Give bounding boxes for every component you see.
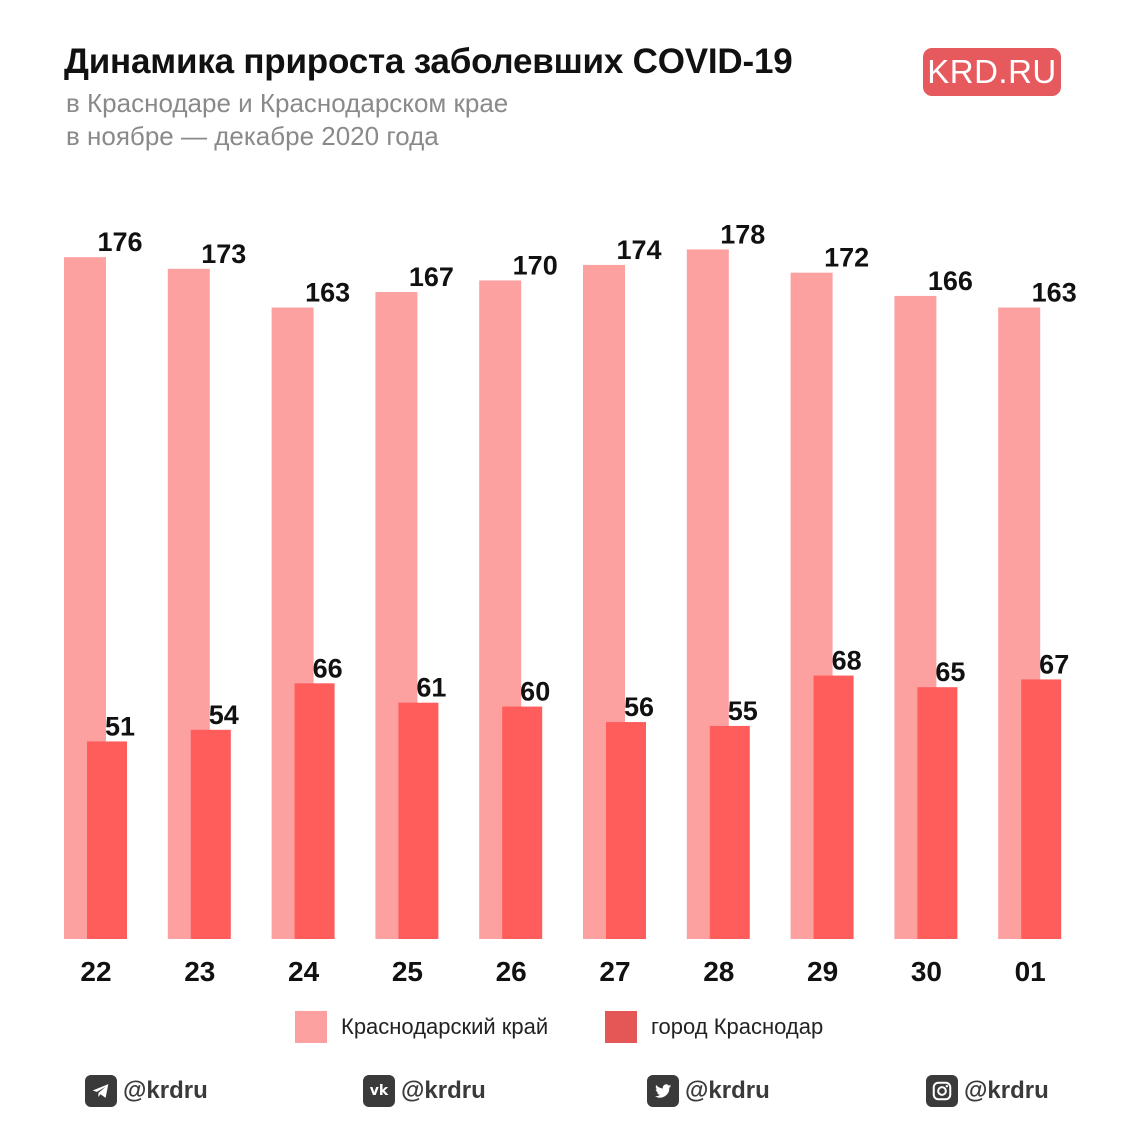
bar-city (813, 675, 854, 939)
legend-swatch-region (295, 1011, 327, 1043)
chart-subtitle-line2: в ноябре — декабре 2020 года (66, 121, 439, 151)
legend-label-region: Краснодарский край (341, 1014, 549, 1039)
x-tick-label: 23 (184, 956, 215, 987)
x-tick-label: 24 (288, 956, 320, 987)
legend-item-city: город Краснодар (605, 1011, 823, 1043)
social-twitter[interactable]: @krdru (647, 1075, 770, 1107)
data-label-region: 172 (824, 243, 869, 273)
chart-title: Динамика прироста заболевших COVID-19 (64, 42, 793, 81)
vk-icon: vk (363, 1075, 395, 1107)
data-label-city: 65 (935, 657, 965, 687)
bar-city (190, 729, 231, 939)
social-instagram[interactable]: @krdru (926, 1075, 1049, 1107)
x-tick-label: 01 (1015, 956, 1046, 987)
data-label-city: 67 (1039, 649, 1069, 679)
data-label-region: 173 (201, 239, 246, 269)
data-label-region: 178 (720, 219, 765, 249)
data-label-region: 163 (305, 278, 350, 308)
bar-city (709, 725, 750, 939)
x-tick-label: 30 (911, 956, 942, 987)
data-label-region: 170 (513, 250, 558, 280)
legend-item-region: Краснодарский край (295, 1011, 548, 1043)
x-tick-label: 29 (807, 956, 838, 987)
bar-chart: 176 51 22 173 54 23 163 66 24 167 61 25 170 60 26 174 56… (64, 219, 1077, 987)
data-label-city: 68 (832, 646, 862, 676)
legend-label-city: город Краснодар (651, 1014, 824, 1039)
social-telegram[interactable]: @krdru (85, 1075, 208, 1107)
data-label-city: 61 (416, 673, 446, 703)
social-vk[interactable]: vk @krdru (363, 1075, 486, 1107)
krd-logo[interactable]: KRD.RU (923, 48, 1061, 96)
bar-city (294, 683, 335, 939)
data-label-city: 60 (520, 677, 550, 707)
legend-swatch-city (605, 1011, 637, 1043)
bar-city (1021, 679, 1062, 939)
x-tick-label: 26 (496, 956, 527, 987)
data-label-region: 163 (1032, 278, 1077, 308)
bar-city (502, 706, 543, 939)
instagram-icon (926, 1075, 958, 1107)
social-label-instagram: @krdru (964, 1077, 1049, 1104)
data-label-city: 66 (313, 653, 343, 683)
data-label-region: 166 (928, 266, 973, 296)
bar-city (398, 702, 439, 939)
telegram-icon (85, 1075, 117, 1107)
x-tick-label: 27 (599, 956, 630, 987)
social-label-twitter: @krdru (685, 1077, 770, 1104)
data-label-city: 51 (105, 711, 135, 741)
twitter-icon (647, 1075, 679, 1107)
data-label-city: 56 (624, 692, 654, 722)
data-label-city: 54 (209, 700, 239, 730)
data-label-region: 167 (409, 262, 454, 292)
bar-city (917, 687, 958, 939)
x-tick-label: 28 (703, 956, 734, 987)
x-tick-label: 25 (392, 956, 423, 987)
social-label-vk: @krdru (401, 1077, 486, 1104)
bar-city (87, 741, 127, 939)
data-label-city: 55 (728, 696, 758, 726)
chart-subtitle-line1: в Краснодаре и Краснодарском крае (66, 88, 509, 118)
data-label-region: 174 (616, 235, 661, 265)
social-label-telegram: @krdru (123, 1077, 208, 1104)
x-tick-label: 22 (80, 956, 111, 987)
bar-city (606, 722, 646, 939)
data-label-region: 176 (97, 227, 142, 257)
